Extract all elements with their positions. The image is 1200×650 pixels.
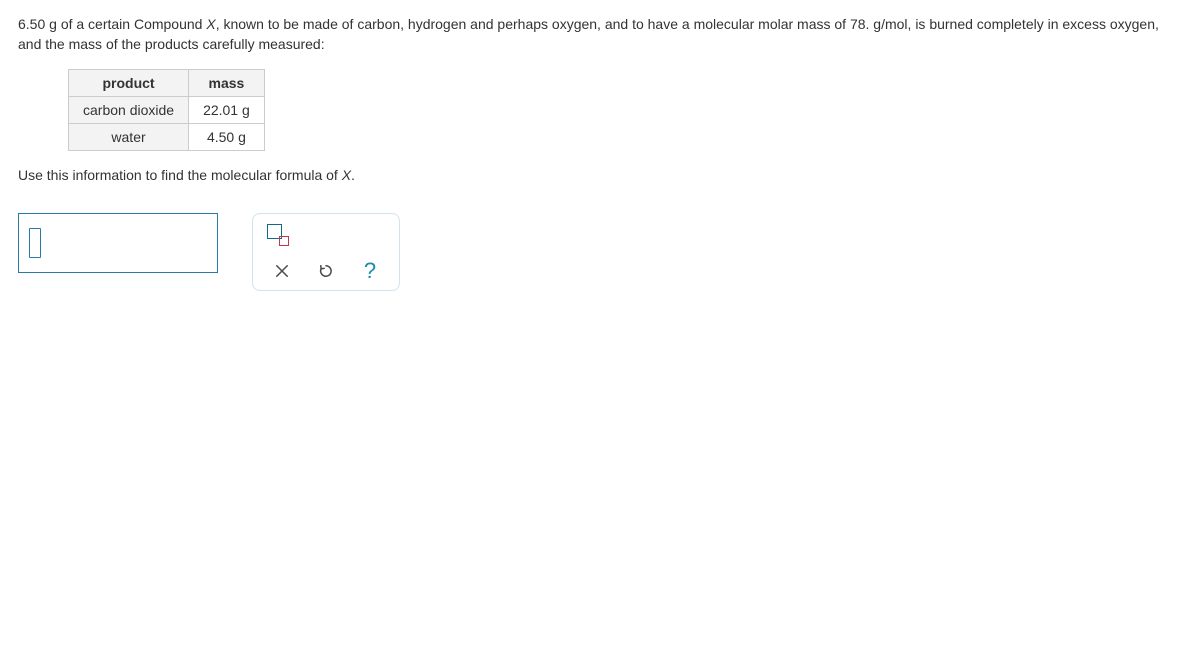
followup-instruction: Use this information to find the molecul… (18, 165, 1182, 185)
problem-statement: 6.50 g of a certain Compound X, known to… (18, 14, 1182, 55)
undo-icon (317, 262, 335, 280)
answer-input[interactable] (18, 213, 218, 273)
intro-part-1: 6.50 g of a certain Compound (18, 16, 206, 32)
row-value: 22.01 g (189, 96, 265, 123)
row-label: water (69, 123, 189, 150)
question-icon: ? (364, 258, 376, 284)
col-mass: mass (189, 69, 265, 96)
col-product: product (69, 69, 189, 96)
subscript-tool-button[interactable] (267, 224, 289, 246)
product-mass-table: product mass carbon dioxide 22.01 g wate… (68, 69, 265, 151)
compound-variable: X (206, 16, 215, 32)
followup-part-2: . (351, 167, 355, 183)
table-row: carbon dioxide 22.01 g (69, 96, 265, 123)
x-icon (273, 262, 291, 280)
row-label: carbon dioxide (69, 96, 189, 123)
text-cursor (29, 228, 41, 258)
compound-variable: X (342, 167, 351, 183)
help-button[interactable]: ? (359, 260, 381, 282)
row-value: 4.50 g (189, 123, 265, 150)
small-square-icon (279, 236, 289, 246)
table-row: water 4.50 g (69, 123, 265, 150)
clear-button[interactable] (271, 260, 293, 282)
followup-part-1: Use this information to find the molecul… (18, 167, 342, 183)
tool-panel: ? (252, 213, 400, 291)
reset-button[interactable] (315, 260, 337, 282)
